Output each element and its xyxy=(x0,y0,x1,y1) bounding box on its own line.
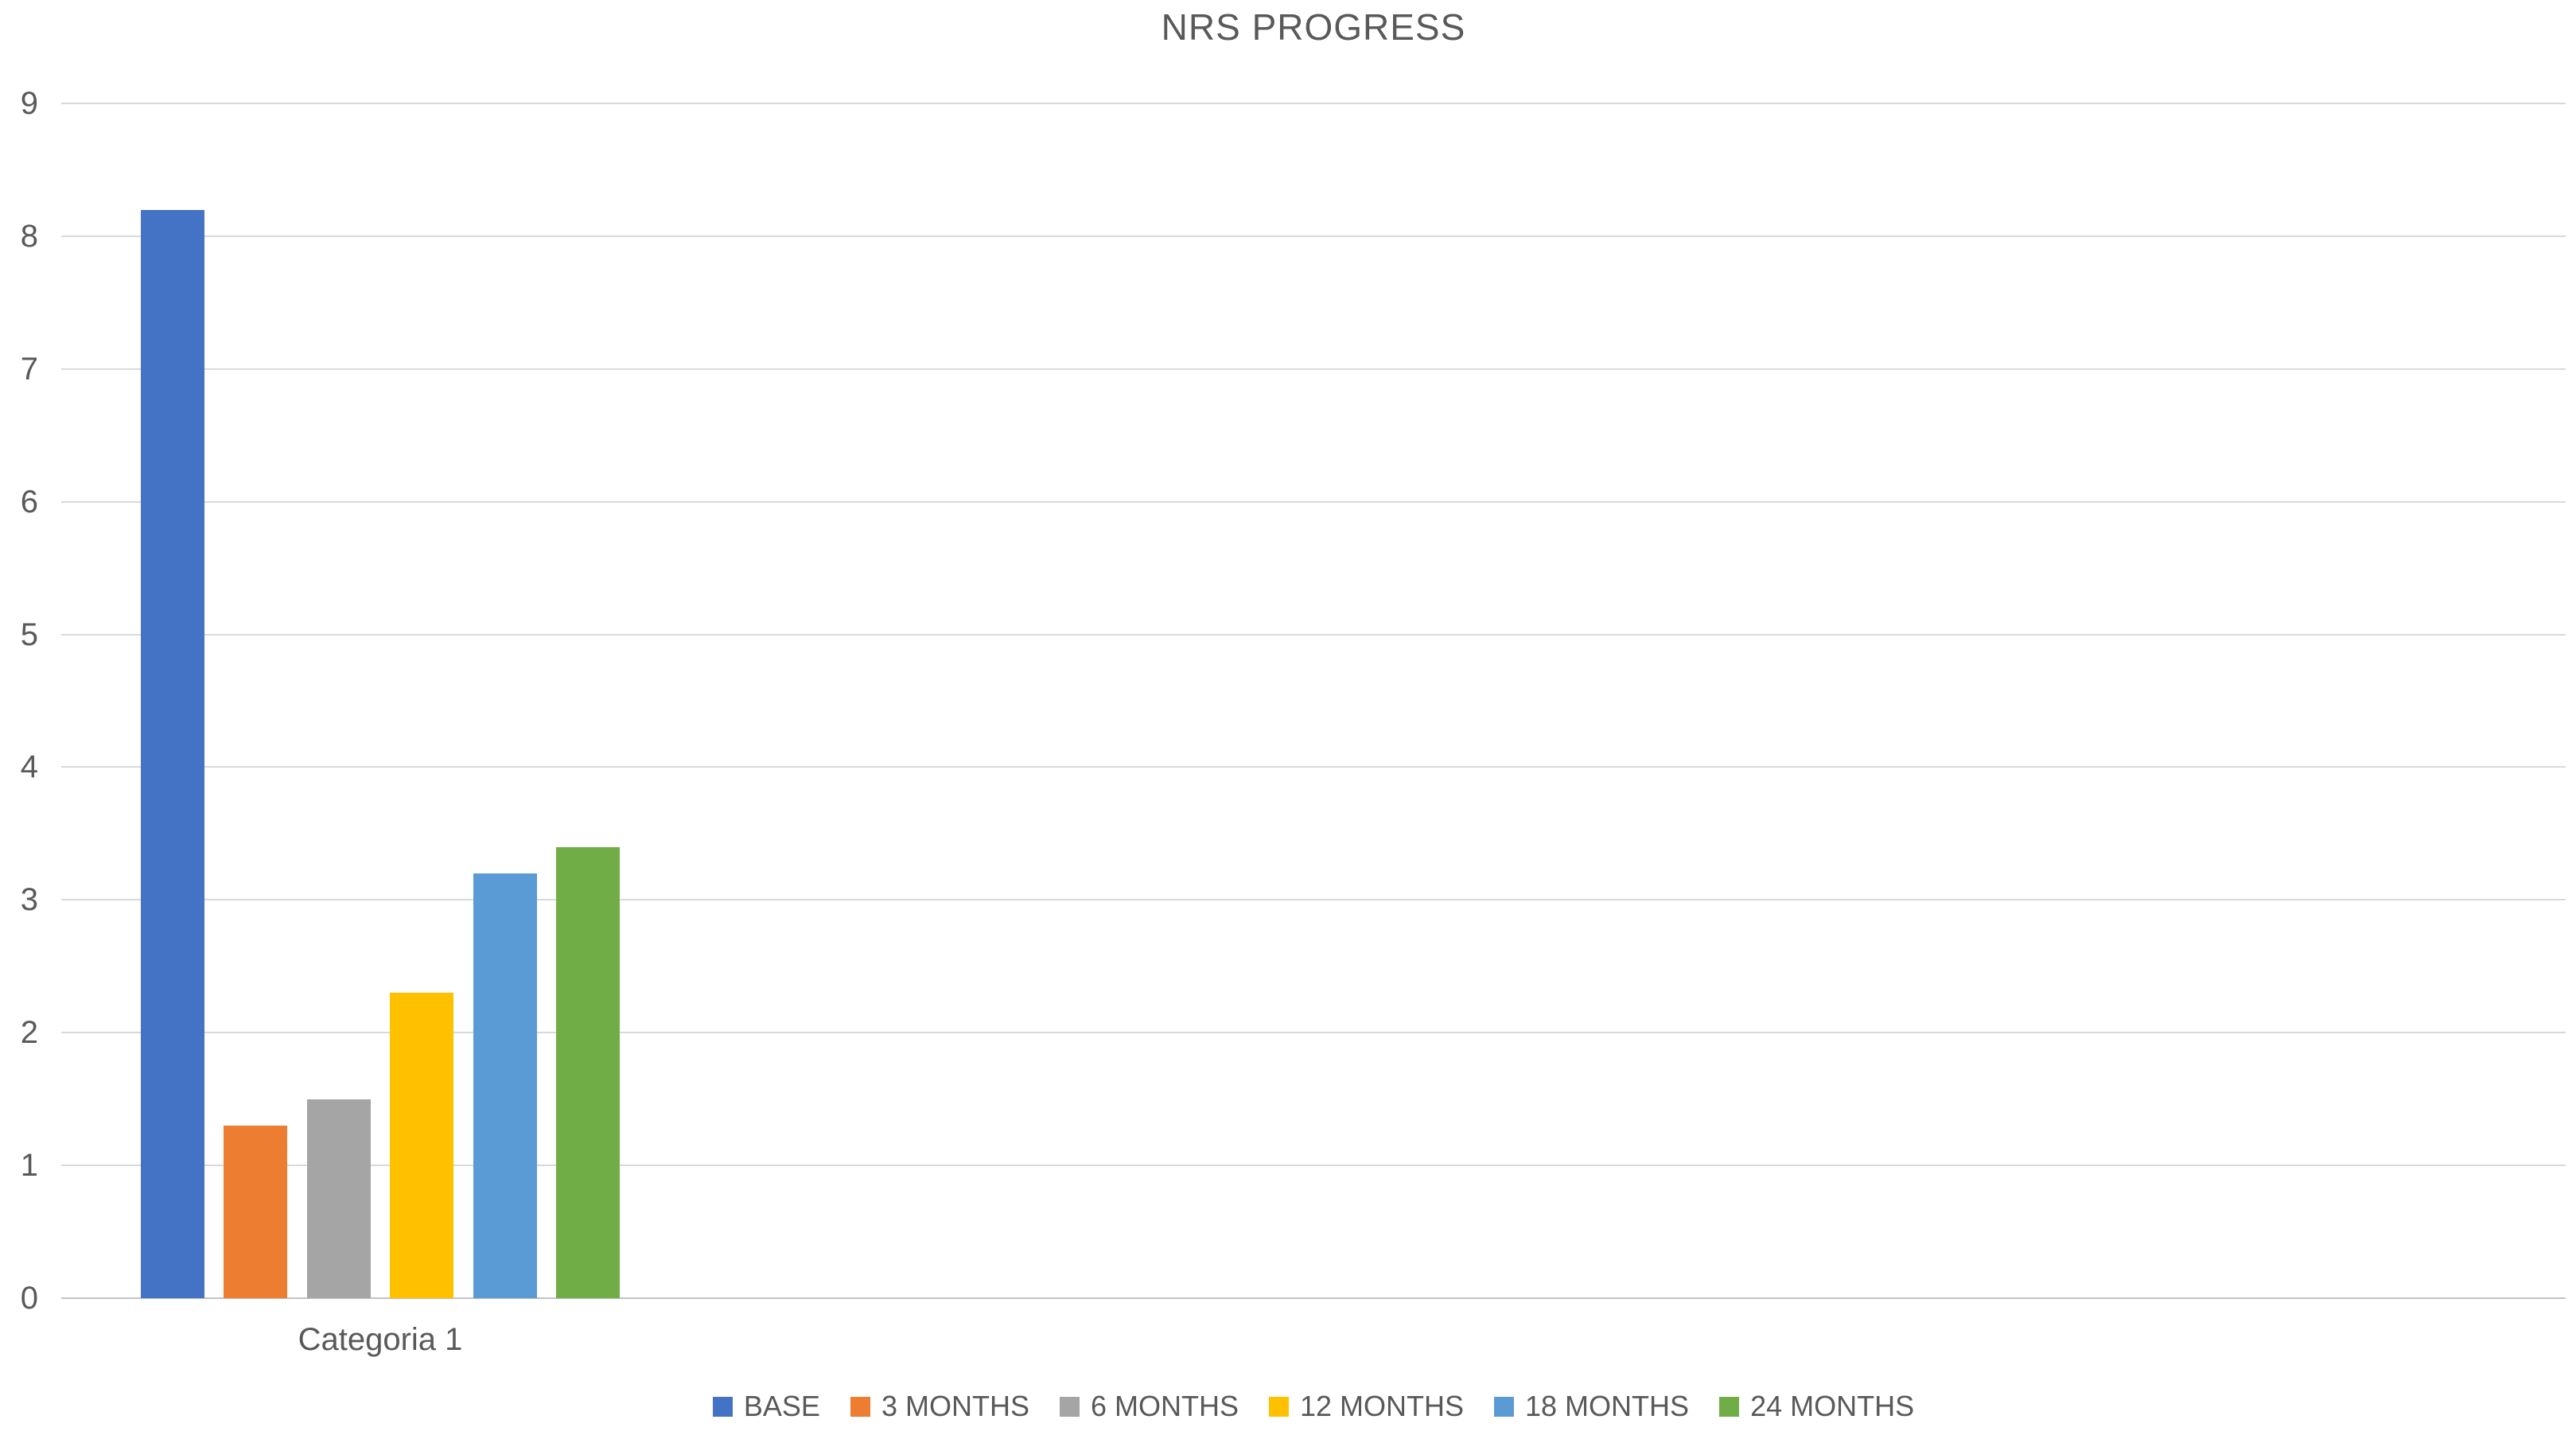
legend-item-3-months[interactable]: 3 MONTHS xyxy=(850,1390,1029,1423)
bar-base[interactable] xyxy=(141,209,204,1298)
bar-18-months[interactable] xyxy=(473,873,537,1298)
y-axis-tick-label: 4 xyxy=(20,749,38,785)
y-axis-tick-label: 9 xyxy=(20,86,38,121)
gridline xyxy=(61,103,2566,104)
y-axis-tick-label: 3 xyxy=(20,882,38,918)
x-axis-category-label: Categoria 1 xyxy=(298,1322,463,1357)
bar-12-months[interactable] xyxy=(390,993,453,1298)
gridline xyxy=(61,368,2566,370)
bar-6-months[interactable] xyxy=(307,1099,371,1298)
legend-swatch-24-months xyxy=(1719,1396,1740,1417)
legend-item-18-months[interactable]: 18 MONTHS xyxy=(1494,1390,1689,1423)
legend-item-24-months[interactable]: 24 MONTHS xyxy=(1719,1390,1914,1423)
y-axis-tick-label: 1 xyxy=(20,1148,38,1184)
legend-label-3-months: 3 MONTHS xyxy=(881,1390,1029,1422)
y-axis-tick-label: 2 xyxy=(20,1015,38,1051)
chart-title: NRS PROGRESS xyxy=(1161,6,1466,48)
y-axis-tick-label: 7 xyxy=(20,351,38,387)
bar-24-months[interactable] xyxy=(556,846,620,1298)
gridline xyxy=(61,500,2566,503)
legend-label-18-months: 18 MONTHS xyxy=(1525,1390,1690,1422)
legend-swatch-6-months xyxy=(1059,1396,1080,1417)
y-axis-tick-label: 5 xyxy=(20,616,38,652)
gridline xyxy=(61,1165,2566,1167)
legend-swatch-18-months xyxy=(1494,1396,1515,1417)
gridline xyxy=(61,1032,2566,1034)
legend-item-6-months[interactable]: 6 MONTHS xyxy=(1059,1390,1239,1423)
gridline xyxy=(61,633,2566,636)
plot-area xyxy=(61,103,2566,1299)
legend-label-12-months: 12 MONTHS xyxy=(1299,1390,1465,1422)
legend-swatch-3-months xyxy=(850,1396,870,1417)
gridline xyxy=(61,235,2566,237)
gridline xyxy=(61,766,2566,768)
y-axis-tick-label: 6 xyxy=(20,484,38,519)
y-axis-tick-label: 8 xyxy=(20,218,38,254)
x-axis-line xyxy=(61,1297,2566,1299)
gridline xyxy=(61,899,2566,901)
legend-item-base[interactable]: BASE xyxy=(712,1390,820,1423)
legend-label-24-months: 24 MONTHS xyxy=(1750,1390,1915,1422)
y-axis: 9 8 7 6 5 4 3 2 1 0 xyxy=(0,86,38,1316)
legend-item-12-months[interactable]: 12 MONTHS xyxy=(1268,1390,1465,1423)
legend-swatch-base xyxy=(712,1396,733,1417)
y-axis-tick-label: 0 xyxy=(20,1281,38,1316)
legend-swatch-12-months xyxy=(1268,1396,1289,1417)
legend-label-6-months: 6 MONTHS xyxy=(1090,1390,1239,1422)
legend: BASE 3 MONTHS 6 MONTHS 12 MONTHS 18 MONTHS 24… xyxy=(61,1384,2566,1429)
bar-3-months[interactable] xyxy=(224,1126,287,1298)
legend-label-base: BASE xyxy=(743,1390,820,1422)
